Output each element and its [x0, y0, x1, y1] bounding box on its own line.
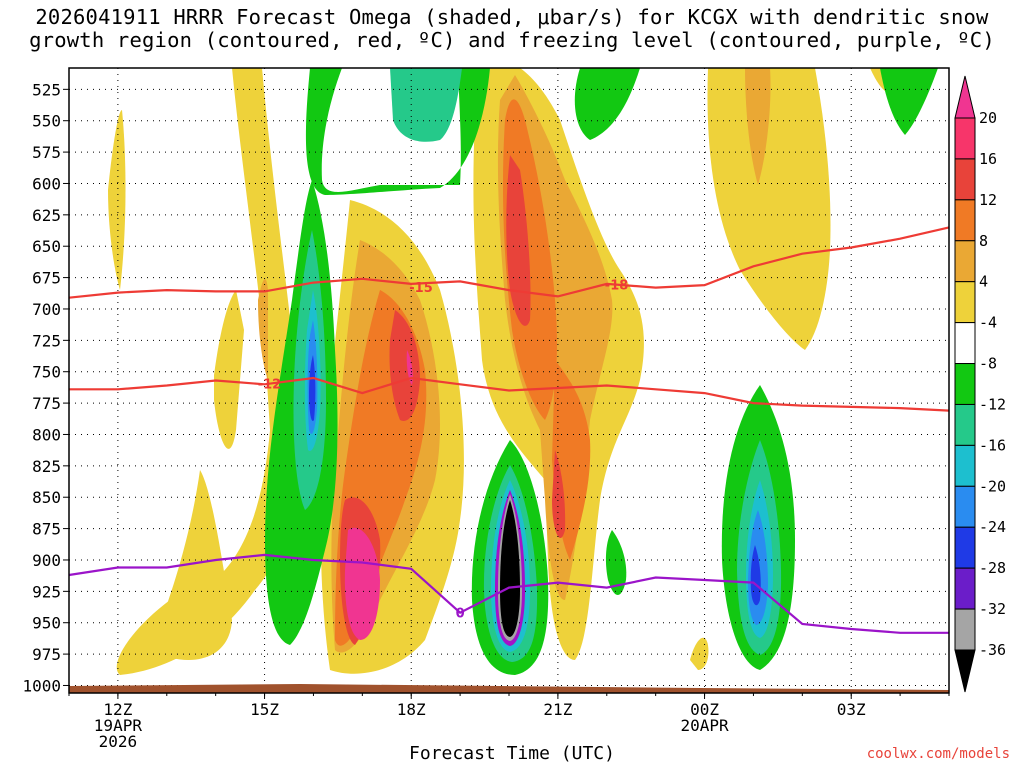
omega-region-gold-c	[745, 68, 771, 185]
contour-line	[68, 226, 950, 299]
x-tick-label: 18Z	[397, 700, 426, 719]
y-tick-label: 600	[32, 174, 61, 193]
x-tick-year: 2026	[99, 732, 138, 751]
terrain-surface	[69, 684, 949, 693]
colorbar-label: -32	[979, 600, 1006, 618]
y-tick-label: 725	[32, 331, 61, 350]
omega-region-yellow-g	[707, 68, 831, 350]
colorbar-segment	[954, 444, 976, 487]
omega-shading	[108, 68, 938, 675]
colorbar-segment	[954, 240, 976, 283]
omega-region-gold-d	[258, 279, 268, 380]
omega-region-magenta-a	[344, 527, 380, 640]
x-tick-date: 19APR	[94, 716, 143, 735]
colorbar-label: -28	[979, 559, 1006, 577]
contour-labels: -18 -12 -15 0	[258, 279, 629, 622]
y-tick-label: 825	[32, 457, 61, 476]
omega-region-yellow-c	[108, 110, 126, 290]
y-tick-label: 1000	[22, 676, 61, 695]
omega-region-yellow-b	[214, 290, 244, 449]
colorbar-segment	[954, 485, 976, 528]
colorbar-label: -36	[979, 641, 1006, 659]
colorbar-label: 8	[979, 232, 988, 250]
omega-region-dblue-a	[309, 355, 316, 421]
colorbar-label: -20	[979, 477, 1006, 495]
omega-region-green-c	[880, 68, 938, 135]
colorbar-segment	[954, 281, 976, 324]
y-tick-label: 950	[32, 614, 61, 633]
omega-region-green-g	[605, 530, 627, 595]
y-tick-label: 975	[32, 645, 61, 664]
omega-region-red-c	[506, 155, 531, 326]
temperature-contours	[68, 226, 950, 634]
colorbar-label: 12	[979, 191, 997, 209]
colorbar-over-triangle	[954, 75, 976, 119]
y-tick-label: 900	[32, 551, 61, 570]
omega-region-black	[500, 500, 520, 637]
contour-label: 0	[456, 607, 465, 622]
y-tick-label: 925	[32, 582, 61, 601]
y-tick-label: 700	[32, 300, 61, 319]
x-axis-title: Forecast Time (UTC)	[409, 743, 615, 764]
omega-region-green-a	[305, 68, 490, 195]
y-tick-label: 675	[32, 269, 61, 288]
colorbar-segment	[954, 526, 976, 569]
omega-region-green-b	[574, 68, 640, 140]
omega-region-teal-a	[390, 68, 462, 142]
y-tick-label: 650	[32, 237, 61, 256]
contour-line	[68, 553, 949, 634]
contour-label: -12	[258, 378, 282, 393]
y-tick-label: 525	[32, 80, 61, 99]
omega-region-yellow-a	[116, 68, 301, 675]
x-tick-label: 21Z	[543, 700, 572, 719]
x-tick-label: 03Z	[837, 700, 866, 719]
omega-region-yellow-d	[150, 470, 232, 660]
colorbar-segment	[954, 567, 976, 610]
colorbar-label: -12	[979, 395, 1006, 413]
x-tick-date: 20APR	[680, 716, 729, 735]
y-tick-label: 775	[32, 394, 61, 413]
chart-title: 2026041911 HRRR Forecast Omega (shaded, …	[0, 6, 1024, 52]
colorbar-segment	[954, 363, 976, 405]
y-tick-label: 575	[32, 143, 61, 162]
chart-title-line2: growth region (contoured, red, ºC) and f…	[29, 28, 995, 52]
colorbar: 20 16 12 8 4 -4 -8 -12 -16 -20 -24 -28 -32 -36	[954, 75, 1006, 693]
y-axis: 525 550 575 600 625 650 675 700 725 750 775 800 825 8…	[22, 80, 69, 695]
colorbar-segment	[954, 322, 976, 365]
y-tick-label: 800	[32, 425, 61, 444]
contour-label: -18	[605, 279, 629, 294]
grid-lines	[69, 68, 949, 693]
colorbar-segment	[954, 403, 976, 446]
y-tick-label: 750	[32, 363, 61, 382]
source-credit: coolwx.com/models	[866, 746, 1010, 762]
x-tick-label: 12Z	[103, 700, 132, 719]
colorbar-segment	[954, 117, 976, 160]
omega-region-magenta-b	[406, 350, 413, 385]
x-tick-label: 00Z	[690, 700, 719, 719]
x-tick-label: 15Z	[250, 700, 279, 719]
colorbar-segment	[954, 158, 976, 201]
omega-region-red-a	[389, 310, 420, 421]
colorbar-label: -8	[979, 355, 997, 373]
chart-title-line1: 2026041911 HRRR Forecast Omega (shaded, …	[35, 5, 989, 29]
colorbar-label: -16	[979, 436, 1006, 454]
colorbar-label: -24	[979, 518, 1006, 536]
y-tick-label: 550	[32, 112, 61, 131]
y-tick-label: 625	[32, 206, 61, 225]
colorbar-under-triangle	[954, 649, 976, 693]
colorbar-label: 20	[979, 109, 997, 127]
y-tick-label: 875	[32, 520, 61, 539]
colorbar-segment	[954, 608, 976, 651]
colorbar-segment	[954, 199, 976, 242]
colorbar-label: -4	[979, 314, 997, 332]
contour-label: -15	[409, 281, 433, 296]
omega-region-red-d	[552, 450, 566, 539]
colorbar-label: 16	[979, 150, 997, 168]
y-tick-label: 850	[32, 488, 61, 507]
colorbar-label: 4	[979, 273, 988, 291]
contour-line	[69, 376, 950, 412]
